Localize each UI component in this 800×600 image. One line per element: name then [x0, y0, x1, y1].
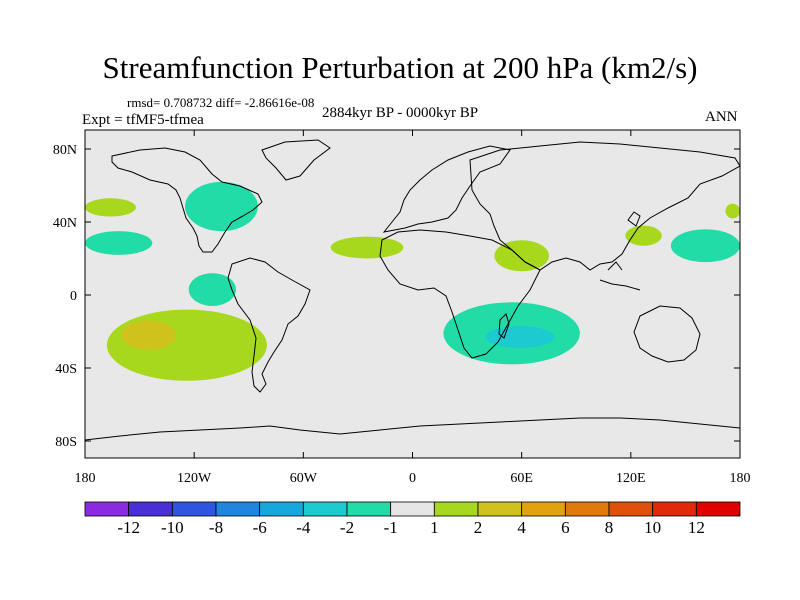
x-tick-label: 120E	[616, 471, 646, 486]
y-tick-label: 80N	[53, 143, 77, 158]
x-tick-label: 180	[75, 471, 96, 486]
colorbar-label: -12	[117, 518, 140, 537]
x-tick-label: 180	[730, 471, 751, 486]
coast-africa	[379, 229, 541, 359]
colorbar-label: -2	[340, 518, 354, 537]
coast-south-america	[227, 257, 311, 393]
y-tick-label: 40N	[53, 216, 77, 231]
y-tick-label: 40S	[55, 362, 77, 377]
plot-area	[85, 130, 740, 458]
region-north-atlantic	[330, 236, 404, 259]
colorbar-swatch	[171, 501, 217, 517]
coast-greenland	[261, 139, 331, 181]
region-south-pacific-core	[121, 320, 176, 350]
y-tick-label: 0	[70, 289, 77, 304]
region-subtropical-pacific-north	[85, 231, 153, 255]
chart-title: Streamfunction Perturbation at 200 hPa (…	[102, 50, 698, 85]
colorbar-swatch	[128, 501, 173, 517]
x-tick-label: 60W	[290, 471, 318, 486]
colorbar-label: 12	[688, 518, 705, 537]
colorbar-label: -4	[296, 518, 311, 537]
colorbar-swatch	[521, 501, 566, 517]
colorbar-swatch	[695, 501, 741, 517]
coast-europe	[382, 145, 511, 233]
colorbar-swatch	[259, 501, 304, 517]
coastlines	[85, 139, 740, 441]
colorbar-swatch	[215, 501, 261, 517]
x-tick-label: 60E	[510, 471, 533, 486]
chart-subtitle: 2884kyr BP - 0000kyr BP	[322, 105, 479, 121]
region-north-pacific-east	[85, 198, 136, 217]
region-south-indian-ocean-core	[485, 326, 555, 348]
colorbar-swatch	[433, 501, 479, 517]
colorbar-swatch	[390, 501, 435, 517]
season-label: ANN	[705, 109, 738, 125]
colorbar-swatch	[608, 501, 654, 517]
axes: 180 120W 60W 0 60E 120E 180 80N 40N 0 40S 80S	[53, 130, 751, 486]
colorbar-label: 1	[430, 518, 439, 537]
colorbar-label: 8	[605, 518, 614, 537]
anomaly-regions	[85, 181, 740, 381]
colorbar-label: 10	[644, 518, 661, 537]
colorbar-swatch	[84, 501, 130, 517]
region-north-pacific-west	[725, 203, 740, 219]
coast-japan	[627, 211, 641, 227]
colorbar-swatch	[302, 501, 348, 517]
stats-line: rmsd= 0.708732 diff= -2.86616e-08	[127, 95, 315, 110]
region-north-america	[185, 181, 258, 232]
plot-background	[85, 130, 740, 458]
y-tick-label: 80S	[55, 435, 77, 450]
x-tick-label: 120W	[177, 471, 212, 486]
colorbar-swatch	[652, 501, 697, 517]
colorbar-label: -10	[161, 518, 184, 537]
colorbar-label: 4	[517, 518, 526, 537]
coast-australia	[633, 305, 701, 363]
colorbar: -12 -10 -8 -6 -4 -2 -1 1 2 4 6 8 10 12	[84, 501, 741, 537]
coast-antarctica	[85, 417, 740, 441]
experiment-label: Expt = tfMF5-tfmea	[82, 112, 204, 128]
colorbar-label: -8	[209, 518, 223, 537]
coast-indonesia	[599, 261, 641, 291]
x-tick-label: 0	[409, 471, 416, 486]
colorbar-label: 2	[474, 518, 483, 537]
region-west-pacific	[670, 229, 740, 263]
coast-madagascar	[498, 313, 510, 339]
colorbar-swatch	[564, 501, 610, 517]
colorbar-label: -6	[253, 518, 267, 537]
colorbar-label: 6	[561, 518, 570, 537]
region-east-china	[625, 225, 662, 246]
colorbar-label: -1	[384, 518, 398, 537]
coast-asia	[469, 141, 740, 271]
region-tropical-east-pacific	[188, 273, 237, 306]
coast-north-america	[111, 147, 263, 253]
colorbar-swatch	[477, 501, 523, 517]
colorbar-swatch	[346, 501, 392, 517]
